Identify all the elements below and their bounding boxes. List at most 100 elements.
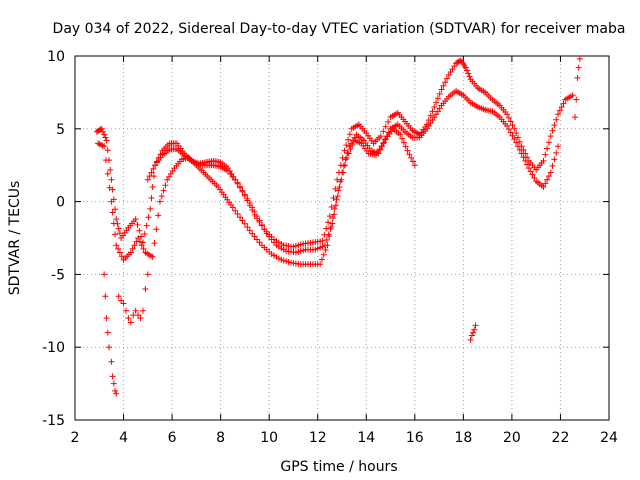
data-point <box>545 139 552 146</box>
data-point <box>239 187 246 194</box>
x-tick-label: 12 <box>309 430 327 446</box>
x-tick-label: 14 <box>357 430 375 446</box>
data-point <box>103 137 110 144</box>
data-point <box>438 86 445 93</box>
data-point <box>433 99 440 106</box>
data-point <box>103 315 110 322</box>
data-point <box>102 293 109 300</box>
data-point <box>137 315 144 322</box>
data-point <box>542 180 549 187</box>
data-point <box>134 221 141 228</box>
data-point <box>544 176 551 183</box>
data-point <box>527 168 534 175</box>
data-point <box>524 161 531 168</box>
data-point <box>549 162 556 169</box>
data-point <box>402 143 409 150</box>
data-point <box>147 205 154 212</box>
data-point <box>522 157 529 164</box>
data-point <box>509 132 516 139</box>
data-point <box>399 135 406 142</box>
data-point <box>513 130 520 137</box>
data-point <box>558 103 565 110</box>
y-tick-label: 0 <box>56 195 65 211</box>
data-point <box>323 236 330 243</box>
data-point <box>139 307 146 314</box>
data-point <box>127 249 134 256</box>
data-point <box>149 253 156 260</box>
data-point <box>511 125 518 132</box>
data-point <box>113 242 120 249</box>
grid <box>75 56 609 420</box>
data-point <box>569 92 576 99</box>
data-point <box>443 75 450 82</box>
data-point <box>108 176 115 183</box>
data-point <box>249 204 256 211</box>
data-point <box>385 118 392 125</box>
data-point <box>442 79 449 86</box>
data-point <box>256 217 263 224</box>
data-point <box>434 95 441 102</box>
data-point <box>573 96 580 103</box>
data-point <box>326 213 333 220</box>
data-point <box>144 176 151 183</box>
data-point <box>241 191 248 198</box>
data-point <box>328 224 335 231</box>
data-marks <box>93 55 583 397</box>
data-point <box>148 169 155 176</box>
data-point <box>101 271 108 278</box>
data-point <box>150 165 157 172</box>
data-point <box>505 126 512 133</box>
data-point <box>241 220 248 227</box>
data-point <box>246 200 253 207</box>
y-tick-label: 5 <box>56 122 65 138</box>
data-point <box>429 108 436 115</box>
y-tick-label: -15 <box>42 413 65 429</box>
x-tick-label: 16 <box>406 430 424 446</box>
data-point <box>158 193 165 200</box>
data-point <box>509 122 516 129</box>
data-point <box>471 326 478 333</box>
data-point <box>511 135 518 142</box>
data-point <box>465 70 472 77</box>
data-point <box>148 194 155 201</box>
y-axis-title: SDTVAR / TECUs <box>7 181 23 296</box>
data-point <box>328 204 335 211</box>
data-point <box>329 214 336 221</box>
data-point <box>101 143 108 150</box>
data-point <box>131 242 138 249</box>
data-point <box>462 64 469 71</box>
data-point <box>234 179 241 186</box>
data-point <box>540 184 547 191</box>
data-point <box>529 171 536 178</box>
data-point <box>382 123 389 130</box>
data-point <box>146 173 153 180</box>
data-point <box>110 380 117 387</box>
data-point <box>115 245 122 252</box>
data-point <box>507 118 514 125</box>
data-point <box>411 162 418 169</box>
data-point <box>553 116 560 123</box>
data-point <box>344 149 351 156</box>
data-point <box>115 293 122 300</box>
data-point <box>342 156 349 163</box>
data-point <box>132 216 139 223</box>
data-point <box>540 157 547 164</box>
data-point <box>332 202 339 209</box>
data-point <box>551 122 558 129</box>
data-point <box>505 114 512 121</box>
data-point <box>108 198 115 205</box>
data-point <box>343 142 350 149</box>
data-point <box>237 214 244 221</box>
data-point <box>514 143 521 150</box>
data-point <box>504 111 511 118</box>
data-point <box>341 147 348 154</box>
data-point <box>144 271 151 278</box>
data-point <box>112 231 119 238</box>
data-point <box>142 285 149 292</box>
data-point <box>244 195 251 202</box>
data-point <box>544 145 551 152</box>
data-point <box>118 253 125 260</box>
data-point <box>151 240 158 247</box>
